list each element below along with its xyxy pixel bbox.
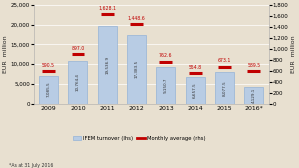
Text: 554.8: 554.8 — [189, 65, 202, 70]
Bar — [215, 72, 234, 104]
Text: 6,657.5: 6,657.5 — [193, 83, 197, 98]
Text: 10,764.4: 10,764.4 — [76, 73, 80, 91]
Y-axis label: EUR  million: EUR million — [3, 35, 8, 73]
Bar — [68, 61, 88, 104]
Text: 17,383.5: 17,383.5 — [135, 60, 139, 78]
Text: *As at 31 July 2016: *As at 31 July 2016 — [9, 163, 53, 168]
Bar — [156, 68, 176, 104]
Bar — [186, 77, 205, 104]
Legend: IFEM turnover (lhs), Monthly average (rhs): IFEM turnover (lhs), Monthly average (rh… — [71, 134, 208, 143]
Text: 897.0: 897.0 — [71, 46, 85, 51]
Text: 590.5: 590.5 — [42, 63, 55, 68]
Text: 762.6: 762.6 — [159, 53, 173, 58]
Bar — [127, 35, 146, 104]
Text: 1,628.1: 1,628.1 — [98, 6, 116, 11]
Text: 4,129.1: 4,129.1 — [252, 88, 256, 103]
Bar — [98, 26, 117, 104]
Text: 7,085.5: 7,085.5 — [47, 82, 51, 97]
Text: 589.5: 589.5 — [247, 63, 260, 68]
Text: 1,448.6: 1,448.6 — [128, 15, 146, 20]
Text: 19,536.9: 19,536.9 — [105, 56, 109, 74]
Bar — [39, 76, 58, 104]
Bar — [244, 87, 263, 104]
Text: 9,150.7: 9,150.7 — [164, 78, 168, 93]
Y-axis label: EUR  million: EUR million — [291, 35, 296, 73]
Text: 8,077.5: 8,077.5 — [222, 80, 227, 96]
Text: 673.1: 673.1 — [218, 58, 231, 63]
